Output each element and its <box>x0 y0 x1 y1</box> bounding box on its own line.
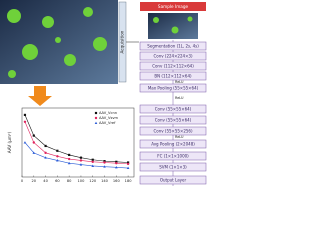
figure: Acquisition Sample Image Segmentation (1… <box>0 0 207 186</box>
layer-label: Avg Pooling (2×2048) <box>151 141 195 146</box>
point <box>23 141 27 144</box>
layer-label: Segmentation (1L, 2s, 4s) <box>147 43 199 48</box>
x-tick-label: 80 <box>67 179 72 183</box>
layer-label: Conv (224×224×3) <box>153 53 192 58</box>
layer-box <box>139 51 207 61</box>
acquisition-label: Acquisition <box>120 30 125 53</box>
layer-box <box>139 151 207 161</box>
layer-box <box>139 126 207 136</box>
layer-label: Conv (55×55×64) <box>155 117 192 122</box>
point <box>68 153 71 157</box>
point <box>91 158 94 161</box>
layer-label: SVM (1×1×3) <box>159 164 187 169</box>
point <box>91 160 94 164</box>
y-axis-label: AAV (μm²) <box>7 131 12 153</box>
input-box <box>140 2 206 11</box>
x-tick-label: 0 <box>21 179 24 183</box>
point <box>115 165 118 169</box>
layer-label: FC (1×1×1000) <box>157 153 189 158</box>
layer-label: Conv (112×112×64) <box>152 63 194 68</box>
particles <box>7 7 107 78</box>
point <box>103 161 106 164</box>
layer-box <box>139 162 207 172</box>
point <box>126 162 130 166</box>
point <box>32 134 35 137</box>
point <box>103 165 106 168</box>
point <box>79 156 83 159</box>
legend-label: AAV_Vcnn <box>99 111 117 115</box>
layer-label: BN (112×112×64) <box>154 73 192 78</box>
layer-box <box>139 175 207 185</box>
thumb-particles <box>153 16 193 34</box>
layer-box <box>139 83 207 93</box>
relu-label: ReLU <box>175 96 184 100</box>
layer-box <box>139 41 207 51</box>
series-line <box>24 142 129 169</box>
point <box>103 160 106 163</box>
point <box>79 163 83 166</box>
point <box>32 141 35 144</box>
legend-label: AAV_Vref <box>99 121 116 125</box>
relu-label: ReLU <box>175 80 184 84</box>
point <box>32 151 36 154</box>
point <box>44 144 47 148</box>
legend-marker <box>94 111 98 115</box>
series-line <box>24 121 129 165</box>
layer-box <box>139 71 207 81</box>
point <box>115 162 118 165</box>
layer-box <box>139 115 207 125</box>
point <box>67 161 71 165</box>
point <box>56 159 59 162</box>
point <box>127 161 130 164</box>
point <box>23 120 27 124</box>
layer-label: Conv (55×55×64) <box>155 106 192 111</box>
x-tick-label: 40 <box>43 179 48 183</box>
point <box>67 157 71 161</box>
layer-label: Max Pooling (55×55×64) <box>148 85 199 90</box>
down-arrow <box>28 86 52 106</box>
point <box>126 166 130 170</box>
input-label: Sample Image <box>158 4 189 9</box>
layer-label: Output Layer <box>160 177 187 182</box>
point <box>44 151 47 155</box>
series-line <box>24 114 129 163</box>
relu-label: ReLU <box>175 135 184 139</box>
point <box>44 156 47 159</box>
point <box>79 159 83 162</box>
plot-frame <box>21 107 135 178</box>
layer-box <box>139 61 207 71</box>
point <box>115 160 118 163</box>
point <box>23 113 27 116</box>
x-tick-label: 180 <box>125 179 133 183</box>
x-tick-label: 100 <box>78 179 86 183</box>
layer-label: Conv (55×55×256) <box>153 128 192 133</box>
legend-label: AAV_Vsvm <box>99 116 118 120</box>
x-tick-label: 160 <box>113 179 121 183</box>
legend-marker <box>94 116 98 120</box>
legend-marker <box>94 121 98 124</box>
x-tick-label: 60 <box>55 179 60 183</box>
point <box>91 164 95 167</box>
point <box>56 149 59 152</box>
layer-box <box>139 139 207 149</box>
x-tick-label: 20 <box>32 179 37 183</box>
layer-box <box>139 104 207 114</box>
point <box>56 155 59 158</box>
x-tick-label: 120 <box>89 179 97 183</box>
x-tick-label: 140 <box>101 179 109 183</box>
